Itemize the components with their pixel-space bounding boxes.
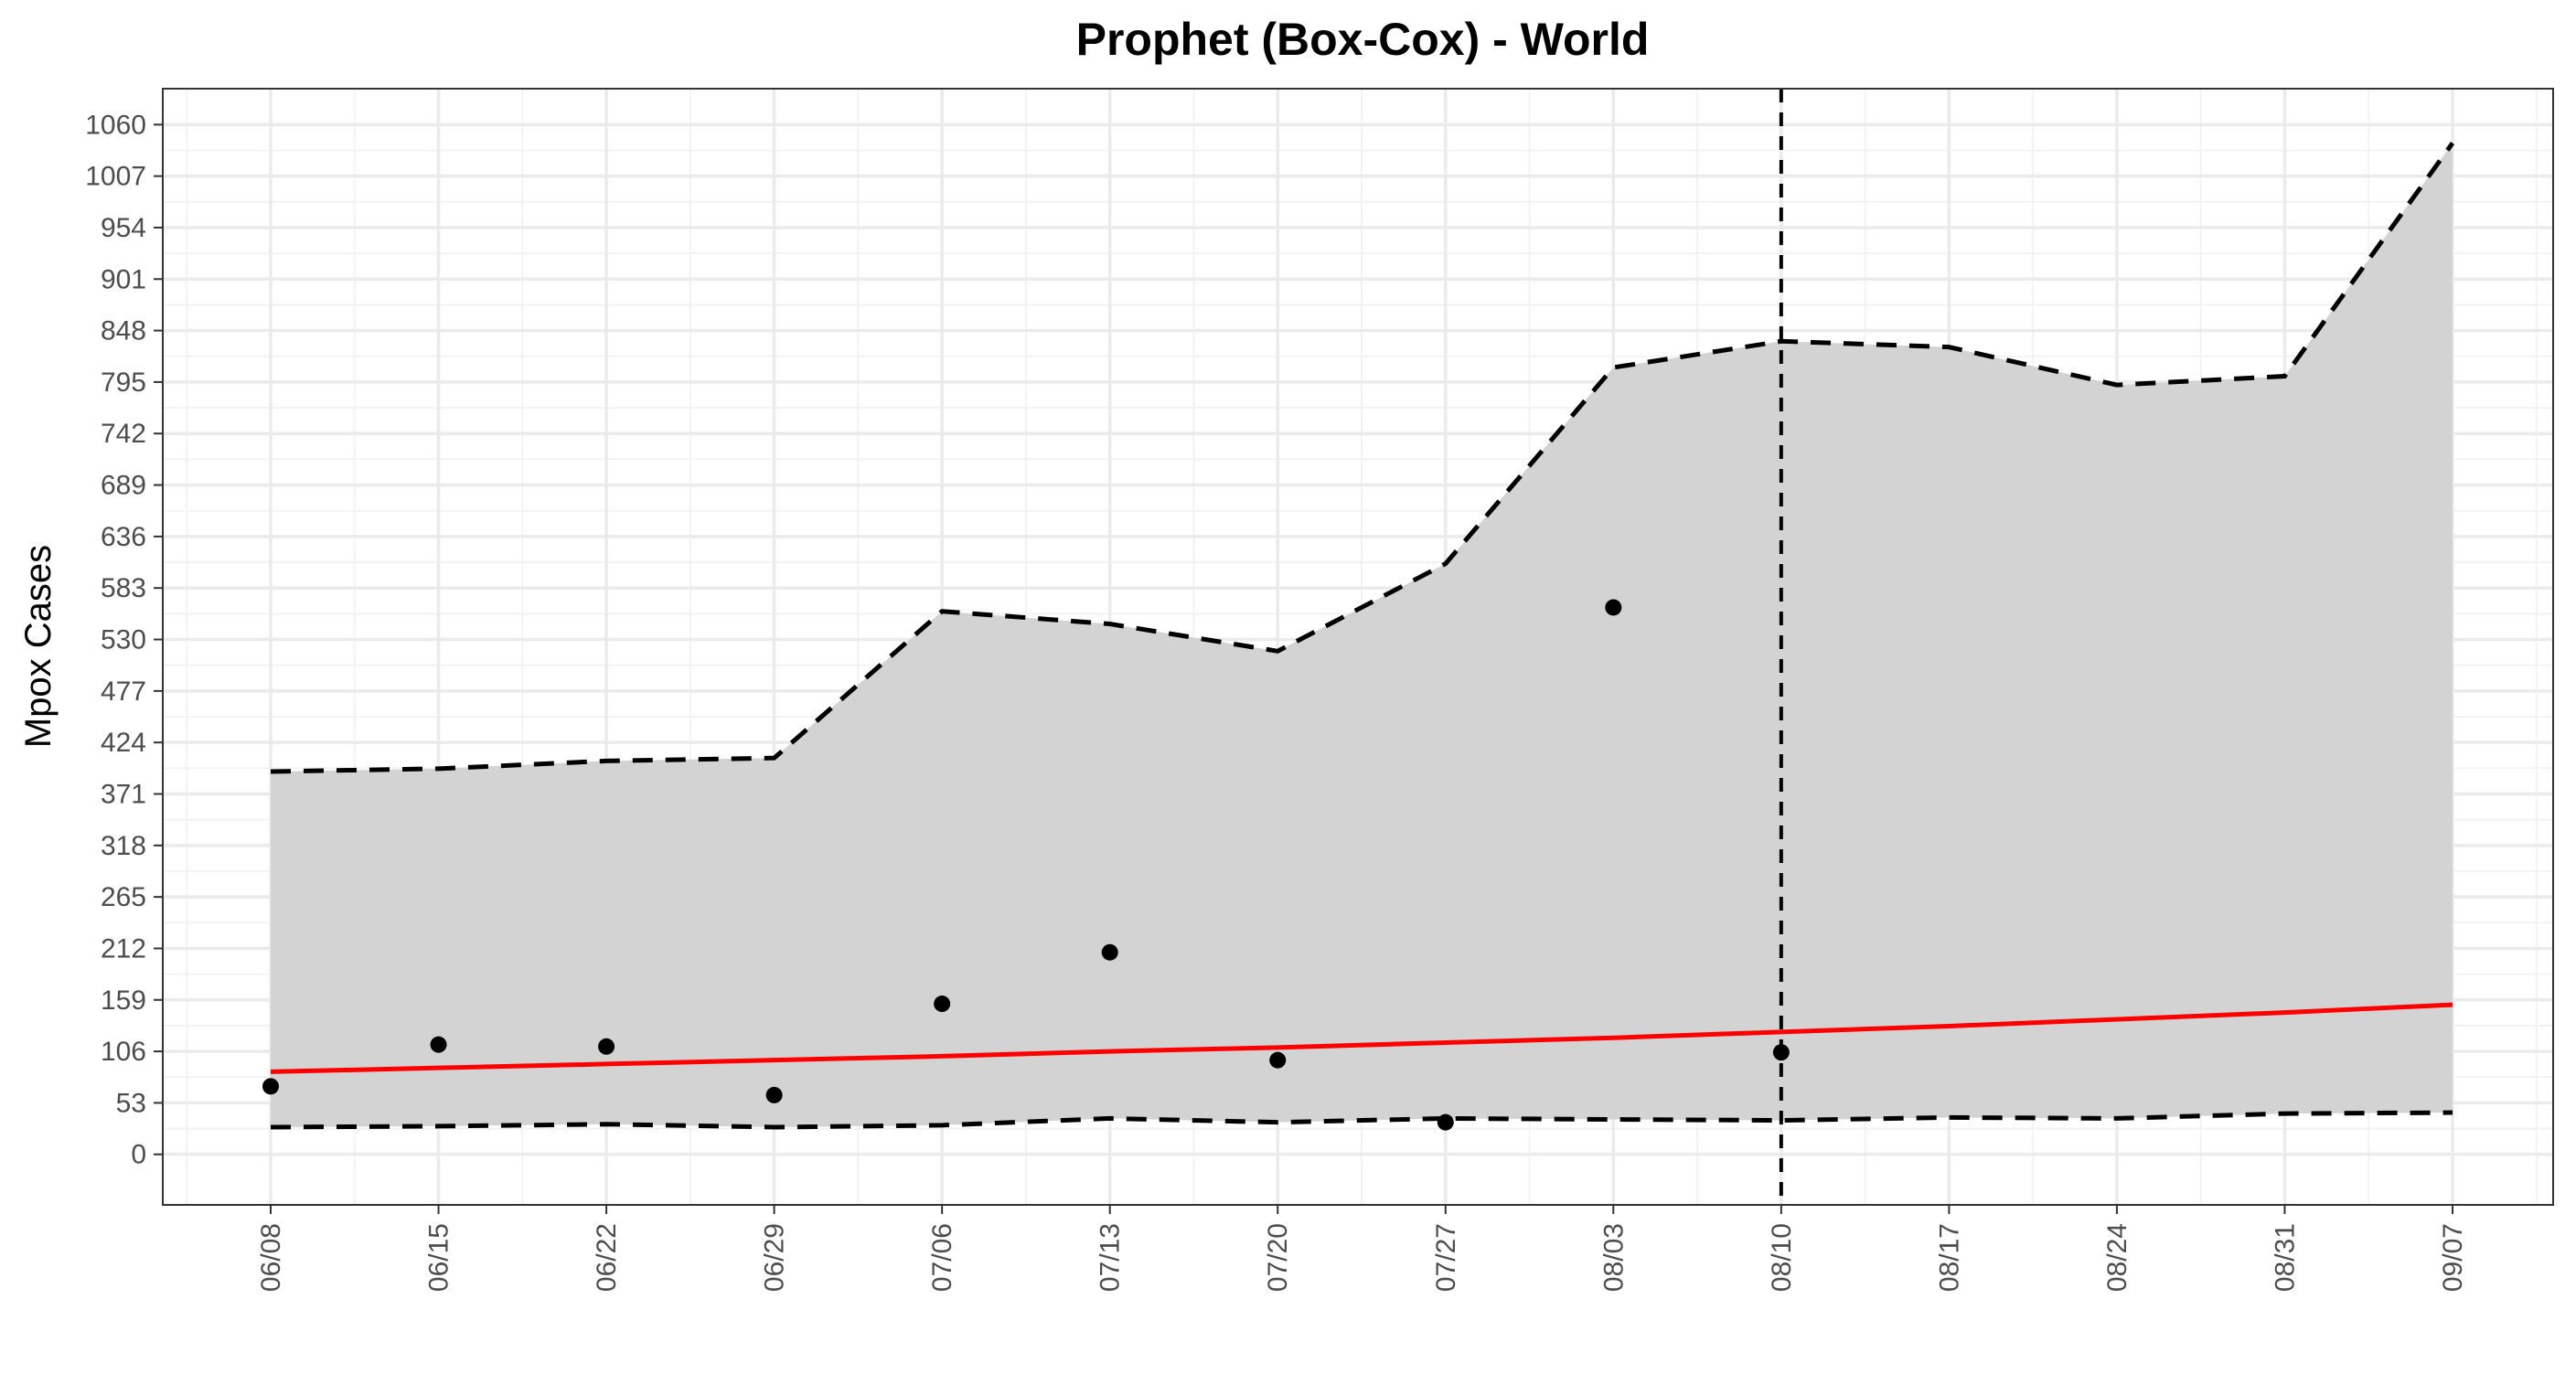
y-tick-label: 901: [101, 264, 146, 294]
x-tick-label: 08/31: [2270, 1223, 2300, 1292]
y-tick-label: 265: [101, 882, 146, 912]
y-tick-label: 0: [131, 1140, 146, 1170]
observed-point: [1772, 1044, 1790, 1061]
y-axis-label: Mpox Cases: [18, 545, 59, 748]
y-tick-label: 530: [101, 625, 146, 655]
y-tick-label: 106: [101, 1037, 146, 1067]
observed-point: [1437, 1113, 1454, 1131]
y-tick-label: 212: [101, 933, 146, 964]
x-tick-label: 08/24: [2102, 1223, 2132, 1292]
x-tick-label: 06/08: [256, 1223, 286, 1292]
chart-title: Prophet (Box-Cox) - World: [1076, 14, 1650, 65]
observed-point: [262, 1078, 279, 1095]
observed-point: [1269, 1051, 1287, 1069]
y-tick-label: 636: [101, 522, 146, 552]
x-tick-label: 07/06: [927, 1223, 957, 1292]
observed-point: [598, 1038, 615, 1055]
x-tick-label: 07/27: [1431, 1223, 1461, 1292]
series-lines: [270, 89, 2455, 1205]
y-tick-label: 477: [101, 676, 146, 707]
y-tick-label: 424: [101, 728, 146, 758]
x-tick-label: 08/10: [1767, 1223, 1797, 1292]
y-tick-label: 1007: [85, 162, 146, 192]
prediction-interval-band: [271, 143, 2453, 1127]
fitted-trend-line: [270, 1002, 2453, 1074]
y-tick-label: 318: [101, 831, 146, 861]
axis-ticks: 0 53 106 159 212 265 318 371 424 477 530 583 636 689 7…: [85, 110, 2468, 1292]
plot-panel-border: [162, 88, 2554, 1206]
x-tick-label: 06/22: [592, 1223, 622, 1292]
y-tick-label: 742: [101, 419, 146, 449]
observed-point: [934, 996, 951, 1013]
y-tick-label: 795: [101, 367, 146, 398]
x-tick-label: 07/20: [1263, 1223, 1293, 1292]
y-tick-label: 1060: [85, 110, 146, 140]
observed-point: [1605, 599, 1622, 616]
x-tick-label: 06/29: [760, 1223, 790, 1292]
y-tick-label: 689: [101, 471, 146, 501]
x-tick-label: 06/15: [424, 1223, 454, 1292]
x-tick-label: 08/17: [1934, 1223, 1964, 1292]
y-tick-label: 371: [101, 779, 146, 809]
x-tick-label: 07/13: [1096, 1223, 1126, 1292]
y-tick-label: 159: [101, 985, 146, 1016]
y-tick-label: 583: [101, 573, 146, 603]
upper-bound-line: [270, 142, 2455, 774]
observed-point: [1101, 943, 1118, 961]
observed-points: [262, 599, 1790, 1131]
y-tick-label: 53: [116, 1088, 146, 1118]
y-tick-label: 954: [101, 213, 146, 243]
x-tick-label: 08/03: [1598, 1223, 1629, 1292]
lower-bound-line: [270, 1110, 2453, 1130]
observed-point: [430, 1036, 447, 1053]
observed-point: [765, 1086, 783, 1103]
prediction-band: [271, 143, 2453, 1127]
x-tick-label: 09/07: [2438, 1223, 2468, 1292]
y-tick-label: 848: [101, 316, 146, 346]
